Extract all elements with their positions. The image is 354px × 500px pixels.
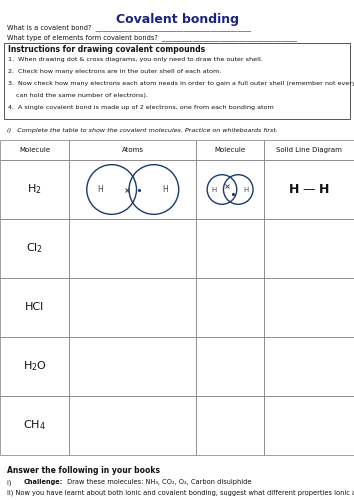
FancyBboxPatch shape xyxy=(69,140,196,160)
Text: Instructions for drawing covalent compounds: Instructions for drawing covalent compou… xyxy=(8,46,205,54)
Text: H: H xyxy=(162,185,168,194)
FancyBboxPatch shape xyxy=(69,278,196,337)
Text: i)   Complete the table to show the covalent molecules. Practice on whiteboards : i) Complete the table to show the covale… xyxy=(7,128,278,133)
Text: 2.  Check how many electrons are in the outer shell of each atom.: 2. Check how many electrons are in the o… xyxy=(8,69,221,74)
Text: i): i) xyxy=(7,479,16,486)
FancyBboxPatch shape xyxy=(196,337,264,396)
FancyBboxPatch shape xyxy=(0,219,69,278)
Text: Atoms: Atoms xyxy=(122,147,144,153)
FancyBboxPatch shape xyxy=(69,160,196,219)
FancyBboxPatch shape xyxy=(0,160,69,219)
Text: H: H xyxy=(244,186,249,192)
FancyBboxPatch shape xyxy=(0,278,69,337)
FancyBboxPatch shape xyxy=(0,396,69,455)
FancyBboxPatch shape xyxy=(69,219,196,278)
FancyBboxPatch shape xyxy=(4,43,350,119)
Text: Molecule: Molecule xyxy=(215,147,246,153)
Text: 4.  A single covalent bond is made up of 2 electrons, one from each bonding atom: 4. A single covalent bond is made up of … xyxy=(8,105,274,110)
FancyBboxPatch shape xyxy=(0,337,69,396)
FancyBboxPatch shape xyxy=(196,278,264,337)
Text: Cl$_2$: Cl$_2$ xyxy=(26,242,43,256)
FancyBboxPatch shape xyxy=(196,219,264,278)
FancyBboxPatch shape xyxy=(264,278,354,337)
Text: CH$_4$: CH$_4$ xyxy=(23,418,46,432)
Text: 3.  Now check how many electrons each atom needs in order to gain a full outer s: 3. Now check how many electrons each ato… xyxy=(8,81,354,86)
FancyBboxPatch shape xyxy=(196,140,264,160)
FancyBboxPatch shape xyxy=(264,160,354,219)
Text: 1.  When drawing dot & cross diagrams, you only need to draw the outer shell.: 1. When drawing dot & cross diagrams, yo… xyxy=(8,57,263,62)
FancyBboxPatch shape xyxy=(196,396,264,455)
FancyBboxPatch shape xyxy=(264,219,354,278)
Text: H$_2$: H$_2$ xyxy=(27,182,42,196)
Text: H: H xyxy=(98,185,103,194)
Text: $\mathbf{H}$ — $\mathbf{H}$: $\mathbf{H}$ — $\mathbf{H}$ xyxy=(288,183,330,196)
Text: Covalent bonding: Covalent bonding xyxy=(115,12,239,26)
Text: Draw these molecules: NH₃, CO₂, O₂, Carbon disulphide: Draw these molecules: NH₃, CO₂, O₂, Carb… xyxy=(65,479,251,485)
Text: HCl: HCl xyxy=(25,302,44,312)
Text: Molecule: Molecule xyxy=(19,147,50,153)
FancyBboxPatch shape xyxy=(264,396,354,455)
Text: can hold the same number of electrons).: can hold the same number of electrons). xyxy=(8,93,148,98)
FancyBboxPatch shape xyxy=(196,160,264,219)
FancyBboxPatch shape xyxy=(69,396,196,455)
FancyBboxPatch shape xyxy=(0,140,69,160)
FancyBboxPatch shape xyxy=(264,337,354,396)
Text: H: H xyxy=(211,186,216,192)
Text: What type of elements form covalent bonds?  ____________________________________: What type of elements form covalent bond… xyxy=(7,34,297,41)
Text: ii) Now you have learnt about both ionic and covalent bonding, suggest what diff: ii) Now you have learnt about both ionic… xyxy=(7,490,354,496)
FancyBboxPatch shape xyxy=(69,337,196,396)
Text: Solid Line Diagram: Solid Line Diagram xyxy=(276,147,342,153)
Text: What is a covalent bond?  ______________________________________________: What is a covalent bond? _______________… xyxy=(7,24,251,31)
Text: H$_2$O: H$_2$O xyxy=(23,360,46,374)
Text: Answer the following in your books: Answer the following in your books xyxy=(7,466,160,475)
FancyBboxPatch shape xyxy=(264,140,354,160)
Text: Challenge:: Challenge: xyxy=(24,479,64,485)
